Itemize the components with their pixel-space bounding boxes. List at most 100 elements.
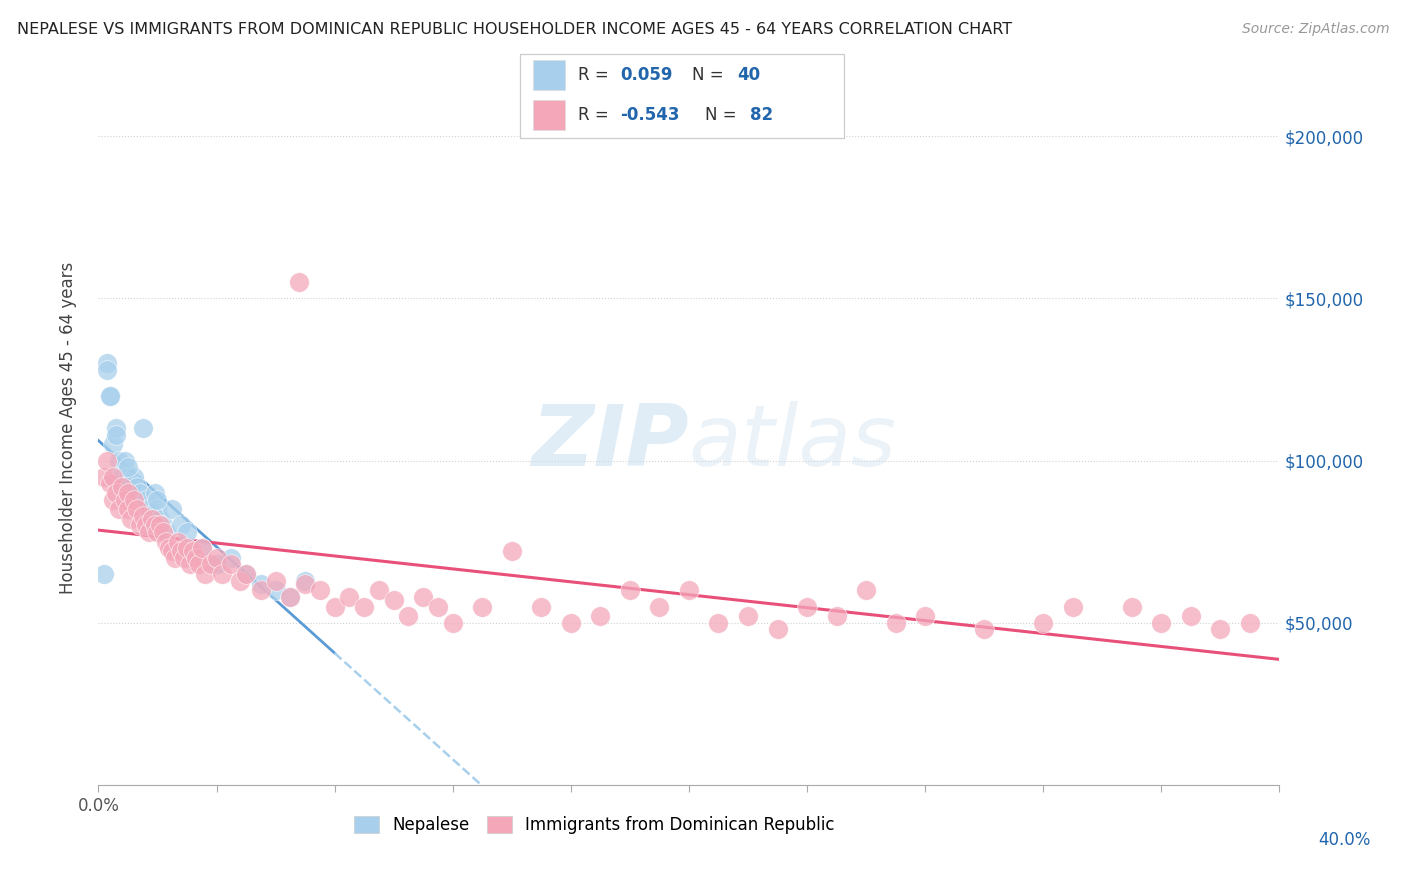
Text: 0.059: 0.059 [620, 66, 673, 84]
Point [973, 622, 995, 636]
Point [108, 502, 131, 516]
Point [141, 508, 163, 523]
Point [98, 389, 121, 403]
Point [96, 453, 118, 467]
Point [884, 615, 907, 630]
Point [1239, 615, 1261, 630]
Point [125, 479, 148, 493]
Point [914, 609, 936, 624]
Point [619, 583, 641, 598]
Point [114, 453, 136, 467]
Point [98, 476, 121, 491]
FancyBboxPatch shape [533, 100, 565, 130]
Point [678, 583, 700, 598]
Text: -0.543: -0.543 [620, 105, 681, 123]
Point [132, 508, 155, 523]
Point [108, 453, 131, 467]
Point [264, 574, 287, 588]
Point [170, 518, 193, 533]
Point [264, 583, 287, 598]
Point [181, 544, 204, 558]
Point [173, 550, 195, 565]
Point [737, 609, 759, 624]
Point [221, 550, 243, 565]
Point [155, 524, 177, 539]
Point [143, 486, 166, 500]
Point [1150, 615, 1173, 630]
Point [146, 492, 169, 507]
Point [103, 470, 125, 484]
Point [152, 524, 174, 539]
Point [128, 518, 150, 533]
Point [138, 524, 160, 539]
Legend: Nepalese, Immigrants from Dominican Republic: Nepalese, Immigrants from Dominican Repu… [347, 809, 841, 841]
Text: atlas: atlas [689, 401, 897, 484]
Point [93, 470, 115, 484]
Y-axis label: Householder Income Ages 45 - 64 years: Householder Income Ages 45 - 64 years [59, 262, 77, 594]
Point [105, 427, 128, 442]
Point [176, 524, 198, 539]
Point [146, 524, 169, 539]
Point [294, 574, 316, 588]
Point [398, 609, 420, 624]
Point [323, 599, 346, 614]
Point [1032, 615, 1054, 630]
Point [229, 574, 252, 588]
Point [1062, 599, 1084, 614]
Point [111, 470, 134, 484]
Text: 40: 40 [737, 66, 761, 84]
Point [339, 590, 361, 604]
Point [235, 567, 257, 582]
Point [368, 583, 391, 598]
Point [122, 492, 145, 507]
Point [105, 421, 128, 435]
Point [167, 534, 190, 549]
Point [194, 567, 217, 582]
Point [128, 486, 150, 500]
Point [184, 550, 207, 565]
Point [412, 590, 434, 604]
Point [1180, 609, 1202, 624]
Text: NEPALESE VS IMMIGRANTS FROM DOMINICAN REPUBLIC HOUSEHOLDER INCOME AGES 45 - 64 Y: NEPALESE VS IMMIGRANTS FROM DOMINICAN RE… [17, 22, 1012, 37]
Point [211, 567, 233, 582]
Point [111, 479, 134, 493]
Point [138, 502, 160, 516]
Point [114, 492, 136, 507]
Point [120, 476, 142, 491]
Point [96, 356, 118, 370]
Text: N =: N = [692, 66, 728, 84]
Point [155, 534, 177, 549]
Text: 82: 82 [749, 105, 773, 123]
Text: Source: ZipAtlas.com: Source: ZipAtlas.com [1241, 22, 1389, 37]
Point [103, 492, 125, 507]
Point [589, 609, 612, 624]
Text: R =: R = [578, 66, 614, 84]
Point [157, 541, 180, 556]
Point [176, 541, 198, 556]
Text: 40.0%: 40.0% [1319, 831, 1371, 849]
Point [125, 502, 148, 516]
Point [825, 609, 848, 624]
Point [530, 599, 553, 614]
Point [1209, 622, 1232, 636]
Point [855, 583, 877, 598]
Point [288, 275, 311, 289]
Text: ZIP: ZIP [531, 401, 689, 484]
Point [280, 590, 302, 604]
Point [135, 518, 157, 533]
Point [149, 512, 172, 526]
Point [162, 502, 183, 516]
Point [235, 567, 257, 582]
Point [560, 615, 582, 630]
Point [117, 470, 139, 484]
Point [648, 599, 671, 614]
Point [179, 558, 201, 572]
Point [382, 593, 405, 607]
Point [309, 583, 332, 598]
Point [135, 492, 157, 507]
Point [205, 558, 228, 572]
Point [103, 470, 125, 484]
Point [170, 544, 193, 558]
Point [117, 460, 139, 475]
FancyBboxPatch shape [533, 61, 565, 90]
